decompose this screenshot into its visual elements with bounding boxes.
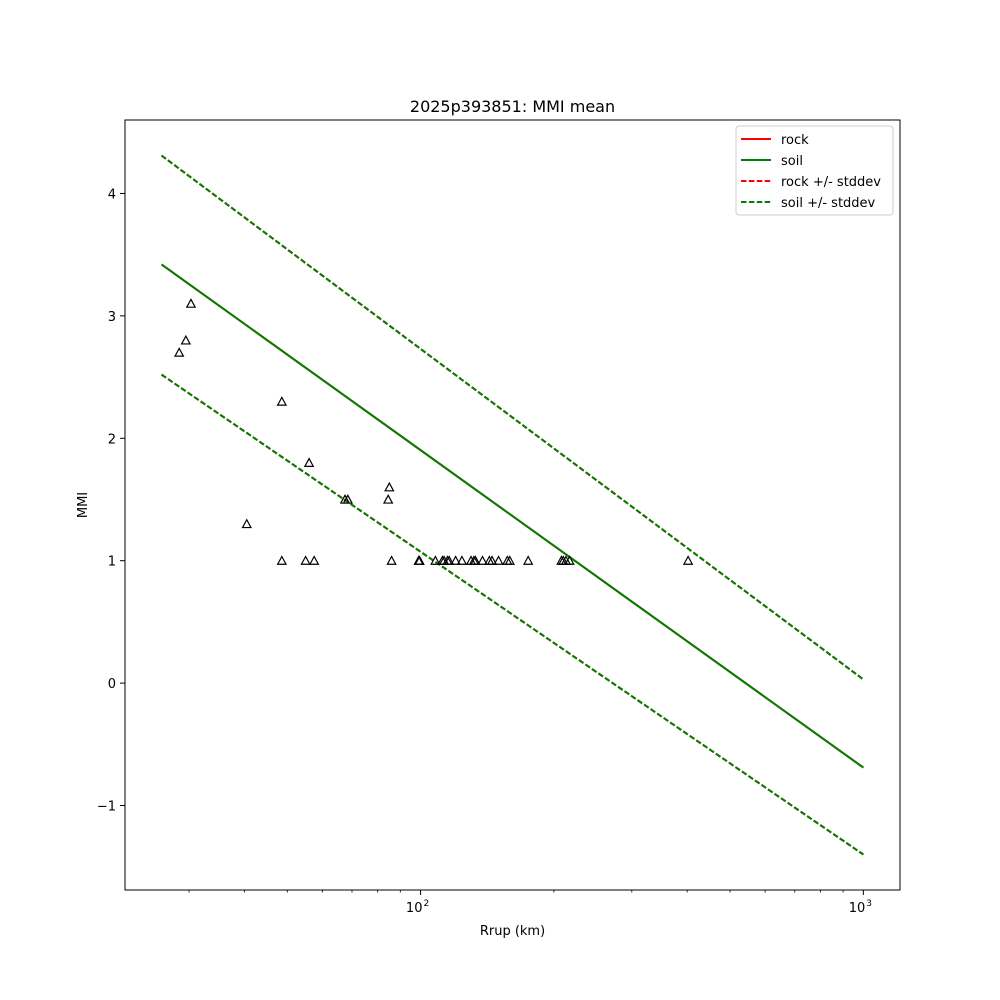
observation-point xyxy=(382,494,394,504)
legend-box xyxy=(735,125,894,216)
legend-label-soil: soil xyxy=(781,154,803,169)
observation-point xyxy=(486,555,498,565)
observation-point xyxy=(276,555,288,565)
observation-point xyxy=(342,494,354,504)
legend-label-rock-stddev: rock +/- stddev xyxy=(781,175,881,190)
series-line-soil xyxy=(160,263,864,769)
observation-point xyxy=(384,481,395,492)
y-tick-label: 0 xyxy=(108,677,116,692)
observation-point xyxy=(450,555,461,565)
y-axis-ticks: −1 0 1 2 3 4 xyxy=(97,187,125,815)
observation-point xyxy=(430,555,441,565)
observation-point xyxy=(185,298,197,308)
observation-point xyxy=(522,555,534,565)
observation-point xyxy=(308,555,320,565)
observation-points xyxy=(173,298,694,565)
y-axis-label: MMI xyxy=(76,492,91,518)
observation-point xyxy=(414,555,425,565)
observation-point xyxy=(493,555,504,565)
y-tick-label: 2 xyxy=(108,432,116,447)
observation-point xyxy=(300,555,311,565)
observation-point xyxy=(470,555,481,565)
legend-label-soil-stddev: soil +/- stddev xyxy=(781,196,876,211)
observation-point xyxy=(504,555,515,565)
observation-point xyxy=(443,555,455,565)
y-tick-label: 4 xyxy=(108,187,116,202)
series-line-soil-stddev-upper xyxy=(160,154,864,681)
observation-point xyxy=(303,457,315,467)
y-tick-label: −1 xyxy=(97,800,116,815)
y-tick-label: 3 xyxy=(108,310,116,325)
observation-point xyxy=(682,555,694,565)
legend-label-rock: rock xyxy=(781,133,809,148)
chart-title: 2025p393851: MMI mean xyxy=(410,97,615,116)
x-axis-label: Rrup (km) xyxy=(480,924,545,939)
y-tick-label: 1 xyxy=(108,555,116,570)
legend: rock soil rock +/- stddev soil +/- stddev xyxy=(735,125,894,216)
observation-point xyxy=(564,555,575,565)
observation-point xyxy=(477,555,488,565)
observation-point xyxy=(241,518,252,529)
series-line-soil-stddev-lower xyxy=(160,373,864,856)
series-layer xyxy=(160,154,864,856)
observation-point xyxy=(276,396,288,406)
observation-point xyxy=(456,555,468,565)
plot-frame xyxy=(124,119,901,891)
observation-point xyxy=(173,347,185,357)
observation-point xyxy=(386,555,397,565)
observation-point xyxy=(180,334,192,345)
